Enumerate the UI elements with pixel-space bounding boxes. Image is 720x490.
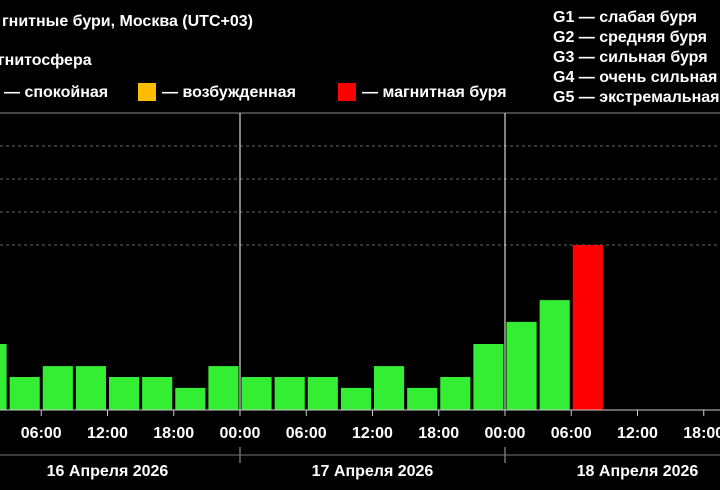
legend-label: — возбужденная [162, 84, 296, 101]
bar [274, 377, 305, 410]
bar [539, 300, 570, 410]
bar [109, 377, 140, 410]
chart-subtitle: гнитосфера [0, 52, 92, 69]
bar [175, 387, 206, 410]
x-tick-label: 00:00 [485, 425, 526, 442]
bar [506, 321, 537, 410]
bar [473, 344, 504, 410]
bar [407, 387, 438, 410]
bar [142, 377, 173, 410]
g-scale-item: G3 — сильная буря [553, 49, 708, 66]
bar [9, 377, 40, 410]
bar [374, 366, 405, 410]
bar [440, 377, 471, 410]
bar [42, 366, 73, 410]
x-tick-label: 18:00 [418, 425, 459, 442]
legend-label: — магнитная буря [362, 84, 507, 101]
bar [0, 344, 7, 410]
legend-swatch [338, 83, 356, 101]
x-tick-label: 06:00 [551, 425, 592, 442]
date-label: 18 Апреля 2026 [577, 463, 699, 480]
x-tick-label: 12:00 [352, 425, 393, 442]
bar [572, 245, 603, 410]
x-tick-label: 18:00 [153, 425, 194, 442]
bar [340, 387, 371, 410]
g-scale-item: G4 — очень сильная [553, 69, 717, 86]
x-tick-label: 12:00 [617, 425, 658, 442]
x-tick-label: 00:00 [220, 425, 261, 442]
bar [241, 377, 272, 410]
date-label: 17 Апреля 2026 [312, 463, 434, 480]
date-label: 16 Апреля 2026 [47, 463, 169, 480]
g-scale-item: G2 — средняя буря [553, 29, 707, 46]
bar [75, 366, 106, 410]
x-tick-label: 06:00 [286, 425, 327, 442]
g-scale-item: G1 — слабая буря [553, 9, 697, 26]
x-tick-label: 18:00 [683, 425, 720, 442]
chart-title: гнитные бури, Москва (UTC+03) [2, 13, 253, 30]
legend-swatch [138, 83, 156, 101]
bar [208, 366, 239, 410]
legend-label: — спокойная [4, 84, 108, 101]
x-tick-label: 12:00 [87, 425, 128, 442]
bar [307, 377, 338, 410]
x-tick-label: 06:00 [21, 425, 62, 442]
g-scale-item: G5 — экстремальная [553, 89, 719, 106]
